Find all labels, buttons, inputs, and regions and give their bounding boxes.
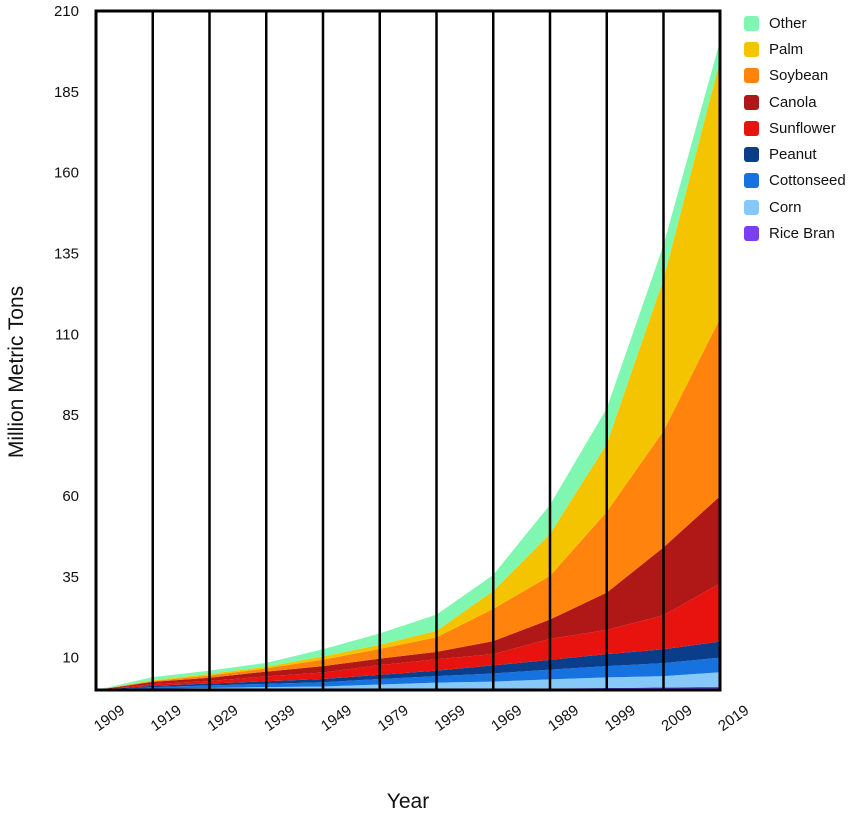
- y-tick-label: 210: [54, 3, 79, 20]
- legend-swatch: [744, 173, 759, 189]
- x-tick-label: 1919: [148, 702, 185, 735]
- y-tick-label: 110: [55, 326, 79, 343]
- area-corn: [96, 672, 721, 690]
- legend-item: Palm: [744, 36, 846, 62]
- y-tick-label: 35: [62, 569, 79, 586]
- legend-swatch: [744, 226, 759, 242]
- x-tick-label: 1949: [318, 702, 355, 735]
- plot-frame: [94, 9, 722, 692]
- legend-item: Other: [744, 10, 846, 36]
- x-tick-label: 1959: [431, 702, 468, 735]
- area-peanut: [96, 641, 721, 690]
- x-tick-label: 1999: [602, 702, 639, 735]
- legend-swatch: [744, 199, 759, 215]
- y-tick-label: 135: [54, 246, 79, 263]
- legend-label: Rice Bran: [769, 225, 835, 243]
- chart-legend: Other Palm Soybean Canola Sunflower Peanut Cot…: [744, 10, 846, 247]
- legend-swatch: [744, 147, 759, 163]
- area-soybean: [96, 318, 721, 690]
- area-palm: [96, 59, 721, 690]
- x-tick-label: 1989: [545, 702, 582, 735]
- legend-item: Sunflower: [744, 115, 846, 141]
- y-tick-label: 60: [62, 488, 79, 505]
- area-series-group: [96, 40, 721, 691]
- y-axis-ticks: 10 35 60 85 110 135 160 185 210: [54, 3, 79, 667]
- x-tick-label: 1979: [375, 702, 412, 735]
- area-sunflower: [96, 583, 721, 690]
- y-tick-label: 160: [54, 165, 79, 182]
- y-tick-label: 10: [62, 650, 79, 667]
- legend-item: Canola: [744, 89, 846, 115]
- legend-item: Corn: [744, 194, 846, 220]
- x-tick-label: 1969: [488, 702, 525, 735]
- x-axis-title: Year: [387, 790, 429, 813]
- x-tick-label: 1929: [204, 702, 241, 735]
- x-axis-ticks: 1909 1919 1929 1939 1949 1979 1959 1969 1989 1999…: [91, 702, 752, 735]
- x-tick-label: 2019: [715, 702, 752, 735]
- legend-item: Peanut: [744, 141, 846, 167]
- x-tick-label: 2009: [658, 702, 695, 735]
- legend-label: Corn: [769, 198, 802, 216]
- legend-item: Soybean: [744, 63, 846, 89]
- y-tick-label: 185: [54, 84, 79, 101]
- legend-swatch: [744, 94, 759, 110]
- legend-label: Peanut: [769, 146, 817, 164]
- legend-item: Rice Bran: [744, 220, 846, 246]
- legend-label: Cottonseed: [769, 172, 846, 190]
- legend-swatch: [744, 41, 759, 57]
- legend-item: Cottonseed: [744, 168, 846, 194]
- legend-label: Sunflower: [769, 119, 836, 137]
- x-tick-label: 1939: [261, 702, 298, 735]
- y-axis-title: Million Metric Tons: [5, 286, 28, 458]
- area-cottonseed: [96, 657, 721, 690]
- legend-label: Soybean: [769, 67, 829, 85]
- plot-border: [94, 9, 722, 692]
- x-tick-label: 1909: [91, 702, 128, 735]
- y-tick-label: 85: [62, 407, 79, 424]
- legend-label: Other: [769, 14, 807, 32]
- legend-swatch: [744, 120, 759, 136]
- legend-label: Palm: [769, 40, 804, 58]
- legend-label: Canola: [769, 93, 817, 111]
- legend-swatch: [744, 68, 759, 84]
- legend-swatch: [744, 15, 759, 31]
